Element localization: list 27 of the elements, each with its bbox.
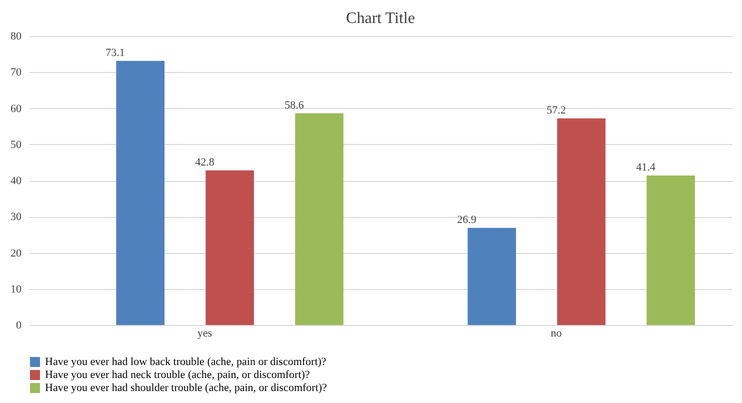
- y-tick-label: 30: [10, 211, 22, 224]
- legend-label: Have you ever had shoulder trouble (ache, pain, or discomfort)?: [45, 382, 328, 394]
- x-tick-label: yes: [197, 328, 212, 340]
- y-tick-label: 80: [10, 30, 22, 42]
- data-label: 73.1: [106, 46, 125, 59]
- data-label: 58.6: [284, 99, 304, 112]
- x-tick-label: no: [550, 328, 562, 340]
- bar: [557, 118, 606, 325]
- y-tick-label: 0: [16, 320, 22, 332]
- bar: [646, 175, 695, 325]
- bar: [206, 170, 254, 325]
- y-tick-label: 40: [10, 175, 22, 187]
- data-label: 57.2: [546, 104, 566, 116]
- legend-label: Have you ever had neck trouble (ache, pain, or discomfort)?: [45, 369, 310, 381]
- legend-label: Have you ever had low back trouble (ache, pain or discomfort)?: [45, 356, 326, 368]
- bar: [468, 228, 516, 325]
- data-label: 42.8: [195, 156, 215, 168]
- y-tick-label: 60: [10, 102, 22, 115]
- data-label: 26.9: [457, 214, 477, 226]
- bar: [116, 60, 164, 325]
- y-tick-label: 20: [10, 247, 22, 260]
- y-tick-label: 10: [10, 283, 22, 296]
- bar: [295, 113, 344, 325]
- y-tick-label: 50: [10, 138, 22, 151]
- chart-title: Chart Title: [346, 10, 415, 27]
- y-tick-label: 70: [10, 66, 22, 79]
- data-label: 41.4: [636, 161, 656, 174]
